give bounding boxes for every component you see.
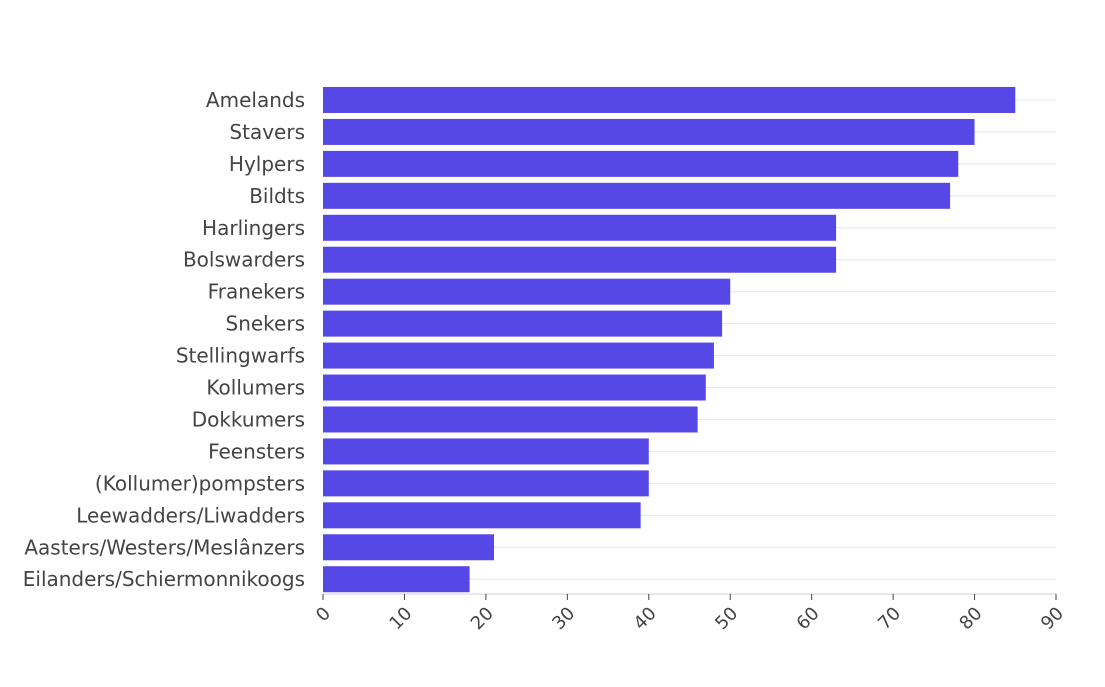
x-tick-label: 80	[955, 603, 986, 634]
bar-3	[323, 150, 959, 177]
x-tick-label: 0	[312, 603, 335, 626]
category-label: Leewadders/Liwadders	[76, 503, 305, 527]
bar-13	[323, 470, 649, 497]
bar-14	[323, 502, 641, 529]
category-label: Bildts	[249, 184, 305, 208]
x-tick-label: 10	[385, 603, 416, 634]
x-tick-label: 20	[467, 603, 498, 634]
bar-5	[323, 214, 837, 241]
category-label: Aasters/Westers/Meslânzers	[24, 535, 305, 559]
category-label: Harlingers	[202, 216, 305, 240]
bar-16	[323, 566, 470, 593]
category-label: Hylpers	[229, 152, 305, 176]
category-label: Stavers	[229, 120, 305, 144]
x-tick-label: 60	[793, 603, 824, 634]
bar-10	[323, 374, 706, 401]
category-label: Stellingwarfs	[176, 344, 305, 368]
category-label: Feensters	[208, 439, 305, 463]
x-tick-label: 70	[874, 603, 905, 634]
category-labels: Amelands Stavers Hylpers Bildts Harlingers Bo…	[23, 88, 305, 591]
x-tick-label: 50	[711, 603, 742, 634]
x-tick-label: 40	[630, 603, 661, 634]
category-label: Amelands	[206, 88, 305, 112]
x-axis: 0 10 20 30 40 50 60 70 80 90	[312, 593, 1068, 634]
category-label: Snekers	[226, 312, 306, 336]
category-label: Eilanders/Schiermonnikoogs	[23, 567, 305, 591]
bar-7	[323, 278, 731, 305]
x-tick-label: 90	[1037, 603, 1068, 634]
category-label: Dokkumers	[192, 407, 305, 431]
bar-11	[323, 406, 698, 433]
category-label: (Kollumer)pompsters	[95, 471, 305, 495]
category-label: Bolswarders	[183, 248, 305, 272]
bars	[323, 86, 1016, 593]
x-tick-label: 30	[548, 603, 579, 634]
category-label: Franekers	[208, 280, 305, 304]
bar-9	[323, 342, 714, 369]
bar-15	[323, 534, 495, 561]
bar-1	[323, 86, 1016, 113]
bar-12	[323, 438, 649, 465]
bar-6	[323, 246, 837, 273]
category-label: Kollumers	[206, 376, 305, 400]
bar-8	[323, 310, 723, 337]
bar-2	[323, 118, 975, 145]
bar-4	[323, 182, 951, 209]
